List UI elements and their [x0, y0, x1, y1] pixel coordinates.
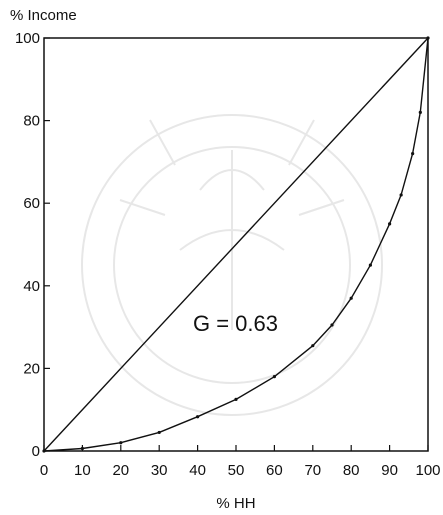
series-layer [42, 36, 430, 453]
x-tick-label: 30 [151, 462, 168, 479]
lorenz-point [426, 36, 430, 40]
x-tick-label: 20 [112, 462, 129, 479]
y-tick-label: 40 [23, 278, 40, 295]
x-tick-label: 80 [343, 462, 360, 479]
lorenz-point [196, 415, 200, 419]
y-axis-title: % Income [10, 7, 77, 24]
lorenz-point [368, 263, 372, 267]
y-axis-ticks: 0 20 40 60 80 100 [15, 30, 50, 460]
y-tick-label: 100 [15, 30, 40, 47]
lorenz-point [330, 323, 334, 327]
lorenz-point [349, 296, 353, 300]
lorenz-point [157, 430, 161, 435]
y-tick-label: 80 [23, 113, 40, 130]
lorenz-point [418, 110, 422, 114]
x-axis-ticks: 0 10 20 30 40 50 60 70 80 90 100 [40, 445, 441, 479]
x-tick-label: 100 [415, 462, 440, 479]
equality-line [43, 37, 429, 452]
x-axis-title: % HH [216, 495, 255, 512]
lorenz-point [119, 441, 123, 445]
x-tick-label: 0 [40, 462, 48, 479]
x-tick-label: 90 [381, 462, 398, 479]
watermark [81, 114, 383, 416]
lorenz-point [234, 397, 238, 401]
lorenz-point [388, 222, 392, 226]
y-tick-label: 20 [23, 360, 40, 377]
lorenz-point [80, 446, 84, 451]
x-tick-label: 10 [74, 462, 91, 479]
lorenz-point [272, 375, 276, 379]
lorenz-curve [43, 37, 429, 452]
lorenz-point [399, 193, 403, 197]
x-tick-label: 40 [189, 462, 206, 479]
y-tick-label: 60 [23, 195, 40, 212]
lorenz-point [42, 449, 46, 453]
x-tick-label: 70 [304, 462, 321, 479]
x-tick-label: 50 [228, 462, 245, 479]
lorenz-point [411, 152, 415, 156]
x-tick-label: 60 [266, 462, 283, 479]
y-tick-label: 0 [32, 443, 40, 460]
gini-annotation: G = 0.63 [193, 311, 278, 336]
lorenz-point [311, 344, 315, 348]
